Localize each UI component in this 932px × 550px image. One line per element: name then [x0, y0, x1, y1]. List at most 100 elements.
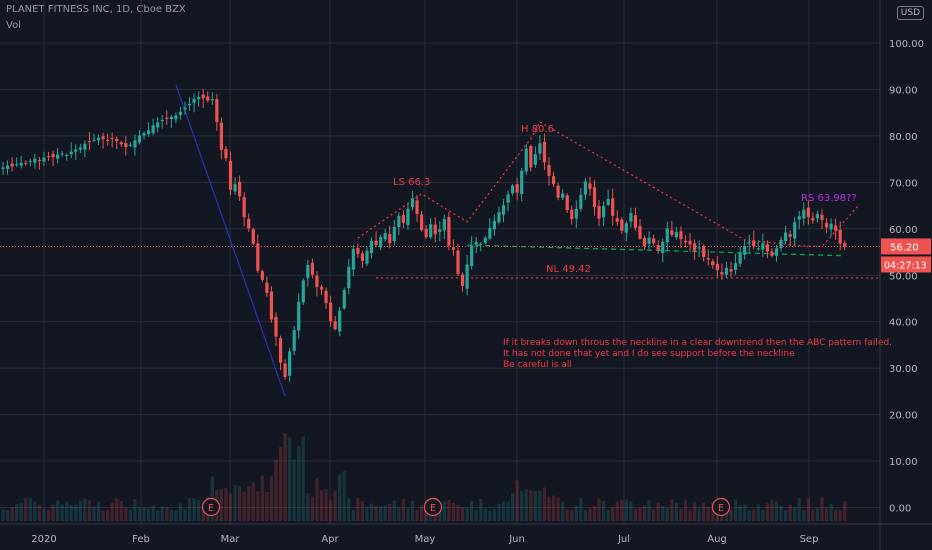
y-tick-label: 40.00 — [889, 318, 918, 329]
candle-body — [174, 115, 178, 120]
volume-bar — [101, 510, 105, 521]
volume-bar — [702, 502, 706, 521]
candle-body — [761, 243, 765, 250]
candle-body — [110, 137, 114, 139]
candle-body — [652, 238, 656, 244]
volume-bar — [410, 500, 415, 521]
earnings-marker[interactable] — [711, 497, 731, 517]
volume-bar — [247, 486, 251, 521]
candle-body — [233, 184, 237, 192]
volume-bar — [465, 507, 469, 521]
y-tick-label: 10.00 — [889, 457, 918, 468]
candle-body — [688, 240, 692, 245]
candle-body — [702, 245, 706, 258]
countdown-tag — [881, 256, 931, 273]
earnings-marker[interactable] — [201, 497, 221, 517]
candle-body — [679, 231, 683, 240]
candle-body — [424, 228, 428, 238]
candle-body — [483, 237, 487, 243]
volume-bar — [697, 508, 701, 521]
volume-bar — [374, 506, 378, 521]
volume-bar — [401, 498, 405, 521]
candle-body — [297, 301, 301, 331]
volume-bar — [733, 499, 738, 521]
volume-indicator-label[interactable]: Vol — [6, 20, 21, 31]
candle-body — [215, 99, 219, 122]
volume-bar — [28, 497, 32, 521]
candle-body — [124, 143, 128, 148]
volume-bar — [15, 504, 19, 521]
volume-bar — [369, 503, 374, 521]
volume-bar — [56, 500, 60, 521]
candle-body — [319, 286, 324, 290]
candle-body — [693, 243, 697, 251]
earnings-marker[interactable] — [423, 497, 443, 517]
volume-bar — [565, 509, 569, 521]
candle-body — [642, 237, 647, 246]
candle-body — [219, 122, 223, 150]
volume-bar — [551, 495, 556, 521]
volume-bar — [365, 506, 369, 521]
volume-bar — [278, 447, 283, 521]
candle-body — [474, 241, 478, 245]
volume-bar — [620, 499, 624, 521]
volume-bar — [187, 498, 192, 521]
volume-bar — [24, 497, 28, 521]
candle-body — [697, 247, 701, 249]
volume-bar — [561, 501, 565, 521]
volume-bar — [602, 500, 606, 521]
volume-bar — [806, 498, 810, 521]
candle-body — [802, 209, 806, 219]
x-tick-label: Mar — [221, 534, 241, 545]
volume-bar — [156, 510, 160, 521]
candle-body — [288, 351, 292, 376]
x-tick-label: Aug — [707, 534, 727, 545]
x-tick-label: Sep — [800, 534, 819, 545]
candle-body — [429, 224, 433, 238]
head-shoulders-outline — [357, 121, 859, 248]
candle-body — [447, 216, 451, 246]
candle-body — [724, 267, 729, 275]
candle-body — [629, 213, 633, 222]
candle-body — [206, 96, 210, 101]
volume-bar — [392, 500, 396, 521]
candle-body — [460, 274, 465, 286]
candle-body — [583, 181, 587, 195]
candle-body — [283, 363, 287, 377]
volume-bar — [674, 502, 678, 521]
candle-body — [406, 208, 410, 225]
volume-bar — [133, 499, 137, 521]
volume-bar — [629, 501, 633, 521]
y-tick-label: 30.00 — [889, 364, 918, 375]
y-tick-label: 20.00 — [889, 411, 918, 422]
volume-bar — [556, 497, 560, 521]
volume-bar — [520, 490, 524, 521]
volume-bar — [765, 503, 769, 521]
currency-button[interactable]: USD — [896, 6, 924, 20]
candle-body — [51, 153, 55, 158]
candle-body — [324, 290, 328, 304]
volume-bar — [51, 504, 55, 521]
candle-body — [415, 200, 419, 214]
candle-body — [374, 240, 378, 246]
volume-bar — [470, 500, 474, 521]
volume-bar — [360, 501, 365, 521]
candle-body — [301, 280, 305, 303]
note-text: Be careful is all — [503, 360, 572, 370]
candle-body — [178, 111, 183, 115]
volume-bar — [843, 501, 847, 521]
volume-bar — [497, 504, 501, 521]
candle-body — [820, 214, 824, 220]
right-shoulder-label: RS 63.98?? — [801, 193, 857, 204]
candle-body — [511, 185, 515, 194]
volume-bar — [238, 486, 242, 521]
candle-body — [829, 223, 833, 230]
candle-body — [779, 239, 783, 249]
volume-bar — [460, 507, 465, 521]
volume-bar — [474, 509, 478, 521]
volume-bar — [752, 509, 756, 521]
volume-bar — [515, 480, 519, 521]
y-tick-label: 60.00 — [889, 225, 918, 236]
volume-bar — [588, 508, 592, 521]
